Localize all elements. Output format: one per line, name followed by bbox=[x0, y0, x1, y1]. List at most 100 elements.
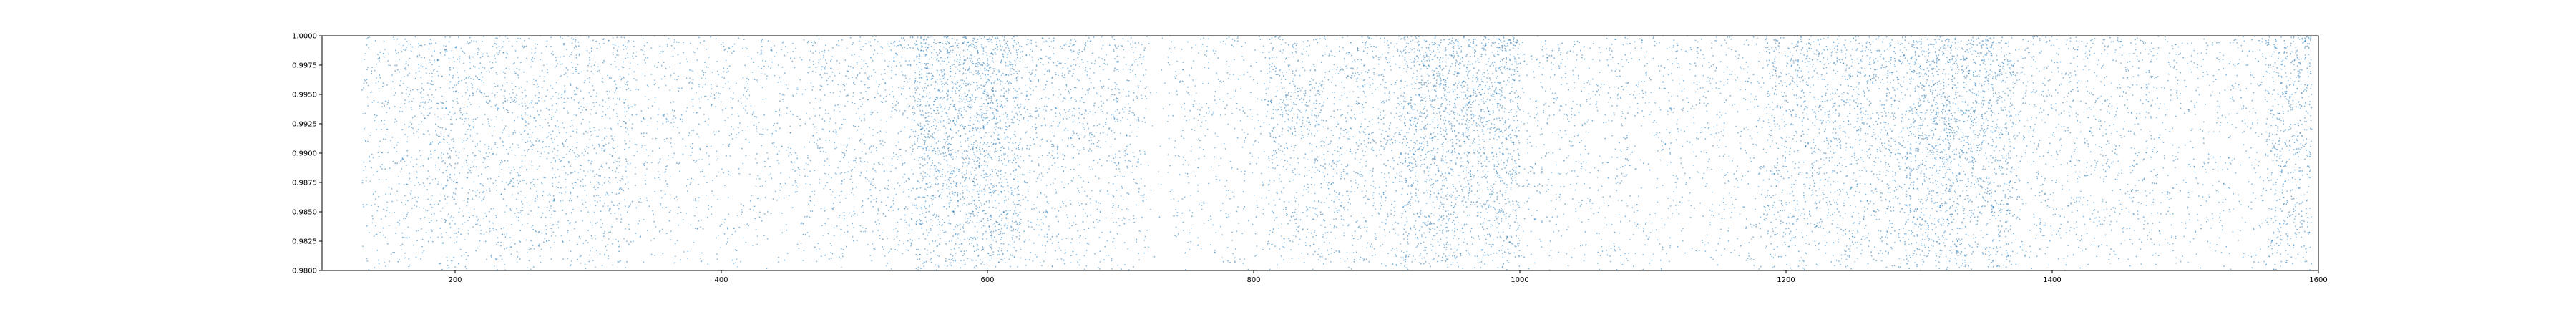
scatter-point bbox=[716, 253, 718, 255]
scatter-point bbox=[460, 47, 462, 49]
scatter-point bbox=[970, 106, 971, 108]
scatter-point bbox=[872, 167, 874, 170]
scatter-point bbox=[564, 156, 565, 158]
scatter-point bbox=[419, 105, 421, 107]
scatter-point bbox=[727, 197, 729, 198]
scatter-point bbox=[490, 208, 492, 210]
scatter-point bbox=[499, 49, 501, 52]
scatter-point bbox=[939, 170, 940, 172]
scatter-point bbox=[1003, 39, 1005, 41]
scatter-point bbox=[1000, 258, 1002, 260]
scatter-point bbox=[836, 225, 838, 227]
scatter-point bbox=[659, 51, 661, 53]
scatter-point bbox=[1015, 49, 1018, 52]
scatter-point bbox=[831, 56, 834, 58]
scatter-point bbox=[742, 107, 744, 109]
scatter-point bbox=[624, 107, 626, 109]
scatter-point bbox=[920, 172, 922, 175]
scatter-point bbox=[962, 79, 964, 82]
scatter-point bbox=[938, 265, 940, 268]
scatter-point bbox=[982, 225, 985, 227]
scatter-point bbox=[865, 152, 867, 155]
scatter-point bbox=[381, 128, 382, 130]
scatter-point bbox=[963, 253, 965, 255]
scatter-point bbox=[1002, 81, 1003, 83]
scatter-point bbox=[766, 129, 769, 131]
scatter-point bbox=[550, 217, 551, 219]
scatter-point bbox=[971, 240, 973, 241]
scatter-point bbox=[811, 210, 814, 212]
scatter-point bbox=[631, 200, 633, 203]
scatter-point bbox=[472, 197, 473, 199]
scatter-point bbox=[727, 81, 729, 83]
scatter-point bbox=[371, 67, 373, 68]
scatter-point bbox=[922, 263, 924, 264]
scatter-point bbox=[935, 152, 936, 155]
scatter-point bbox=[363, 82, 365, 84]
scatter-point bbox=[565, 140, 567, 142]
scatter-point bbox=[827, 113, 829, 114]
scatter-point bbox=[986, 69, 988, 72]
scatter-point bbox=[995, 122, 996, 125]
scatter-point bbox=[561, 166, 562, 168]
scatter-point bbox=[963, 259, 965, 261]
scatter-point bbox=[744, 87, 746, 89]
scatter-point bbox=[401, 168, 403, 170]
scatter-point bbox=[870, 183, 872, 185]
scatter-point bbox=[949, 165, 951, 167]
scatter-point bbox=[952, 170, 955, 172]
scatter-point bbox=[836, 147, 838, 148]
scatter-point bbox=[919, 122, 922, 125]
scatter-point bbox=[632, 57, 634, 59]
scatter-point bbox=[439, 87, 441, 88]
scatter-point bbox=[427, 170, 429, 172]
scatter-point bbox=[479, 225, 482, 226]
scatter-point bbox=[701, 219, 702, 221]
scatter-point bbox=[483, 196, 485, 198]
scatter-point bbox=[572, 38, 575, 40]
scatter-point bbox=[518, 104, 520, 106]
scatter-point bbox=[537, 97, 540, 99]
scatter-point bbox=[563, 127, 565, 129]
scatter-point bbox=[992, 102, 994, 104]
scatter-point bbox=[480, 229, 482, 231]
scatter-point bbox=[437, 181, 439, 183]
scatter-point bbox=[951, 80, 953, 82]
scatter-point bbox=[706, 146, 708, 148]
scatter-point bbox=[985, 117, 987, 119]
scatter-point bbox=[942, 176, 943, 178]
scatter-point bbox=[678, 206, 680, 208]
scatter-point bbox=[371, 153, 373, 155]
scatter-point bbox=[819, 147, 821, 148]
scatter-point bbox=[986, 94, 987, 96]
scatter-point bbox=[572, 67, 574, 68]
scatter-point bbox=[1012, 230, 1014, 232]
scatter-point bbox=[827, 218, 829, 219]
scatter-point bbox=[469, 126, 470, 127]
scatter-point bbox=[429, 144, 431, 145]
scatter-point bbox=[995, 265, 997, 268]
scatter-point bbox=[565, 67, 567, 69]
scatter-point bbox=[411, 117, 414, 119]
scatter-point bbox=[555, 65, 557, 67]
scatter-point bbox=[990, 173, 992, 175]
scatter-point bbox=[796, 115, 799, 117]
scatter-point bbox=[927, 146, 929, 147]
scatter-point bbox=[396, 221, 399, 223]
scatter-point bbox=[417, 63, 419, 65]
scatter-point bbox=[484, 157, 486, 160]
scatter-point bbox=[517, 77, 519, 79]
scatter-point bbox=[992, 108, 993, 110]
scatter-point bbox=[1018, 194, 1020, 196]
scatter-point bbox=[659, 161, 660, 163]
scatter-point bbox=[483, 190, 484, 192]
scatter-point bbox=[469, 134, 472, 136]
scatter-point bbox=[950, 71, 952, 73]
scatter-point bbox=[652, 210, 653, 212]
scatter-point bbox=[563, 165, 565, 167]
scatter-point bbox=[882, 164, 884, 165]
scatter-point bbox=[500, 228, 502, 230]
scatter-point bbox=[406, 87, 409, 88]
scatter-point bbox=[552, 231, 555, 233]
scatter-point bbox=[1011, 150, 1013, 152]
